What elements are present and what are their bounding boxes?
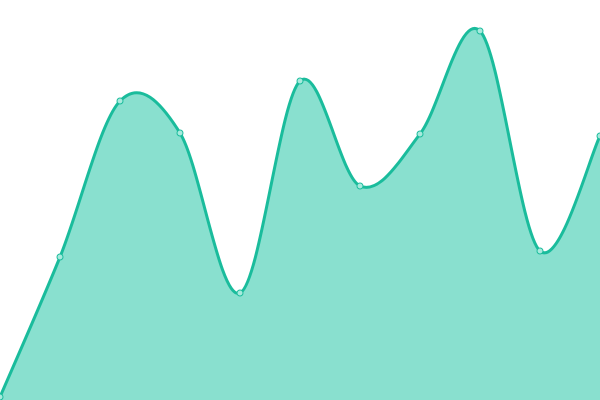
area-fill: [0, 28, 600, 400]
data-point-3: [176, 129, 184, 137]
data-point-5: [296, 77, 304, 85]
data-point-0: [0, 393, 4, 400]
data-point-8: [476, 27, 484, 35]
data-point-10: [596, 132, 600, 140]
data-point-1: [56, 253, 64, 261]
data-point-7: [416, 130, 424, 138]
data-markers: [0, 27, 600, 400]
data-point-9: [536, 247, 544, 255]
data-point-4: [236, 289, 244, 297]
data-point-2: [116, 97, 124, 105]
data-point-6: [356, 182, 364, 190]
